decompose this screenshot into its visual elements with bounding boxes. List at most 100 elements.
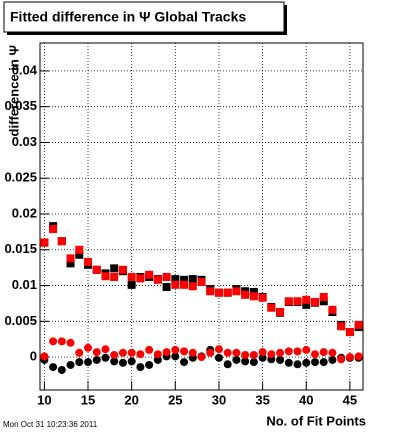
y-tick-label: 0.04 (12, 62, 38, 77)
y-axis-title: difference in Ψ (6, 45, 21, 136)
data-point (145, 270, 154, 279)
data-point (180, 358, 189, 367)
data-point (354, 320, 363, 329)
data-point (92, 348, 101, 357)
data-point (310, 358, 319, 367)
data-point (284, 297, 293, 306)
data-point (241, 350, 250, 359)
x-tick-label: 20 (124, 392, 138, 407)
data-point (127, 348, 136, 357)
data-point (57, 237, 66, 246)
data-point (66, 338, 75, 347)
data-point (293, 297, 302, 306)
data-point (328, 348, 337, 357)
data-point (127, 357, 136, 366)
data-point (337, 322, 346, 331)
data-point (136, 274, 145, 283)
data-point (49, 337, 58, 346)
data-point (249, 287, 258, 296)
data-point (223, 360, 232, 369)
data-point (319, 348, 328, 357)
y-tick-label: 0.025 (4, 170, 37, 185)
data-point (232, 287, 241, 296)
data-point (145, 345, 154, 354)
data-point (319, 292, 328, 301)
x-tick-label: 10 (37, 392, 51, 407)
data-point (354, 352, 363, 361)
data-point (110, 357, 119, 366)
data-point (110, 264, 119, 273)
data-point (145, 360, 154, 369)
data-point (162, 282, 171, 291)
y-tick-label: 0.015 (4, 241, 37, 256)
plot-frame (39, 42, 364, 391)
data-point (258, 353, 267, 362)
data-point (162, 272, 171, 281)
data-point (293, 347, 302, 356)
data-point (232, 355, 241, 364)
data-point (127, 280, 136, 289)
data-point (180, 347, 189, 356)
x-tick-label: 30 (212, 392, 226, 407)
x-tick-label: 40 (299, 392, 313, 407)
x-tick-label: 15 (81, 392, 95, 407)
y-tick-label: 0 (30, 349, 37, 364)
data-point (92, 265, 101, 274)
data-point (267, 303, 276, 312)
data-point (249, 292, 258, 301)
x-tick-label: 25 (168, 392, 182, 407)
data-point (319, 297, 328, 306)
data-point (40, 238, 49, 247)
data-point (293, 360, 302, 369)
data-point (328, 355, 337, 364)
data-point (180, 280, 189, 289)
data-point (171, 275, 180, 284)
data-point (232, 348, 241, 357)
data-point (188, 275, 197, 284)
data-point (101, 353, 110, 362)
data-point (188, 348, 197, 357)
x-tick-label: 35 (255, 392, 269, 407)
y-tick-label: 0.01 (12, 277, 37, 292)
data-point (319, 358, 328, 367)
data-point (206, 287, 215, 296)
data-point (302, 295, 311, 304)
data-point (118, 348, 127, 357)
data-point (153, 275, 162, 284)
data-point (249, 350, 258, 359)
data-point (223, 288, 232, 297)
data-point (276, 355, 285, 364)
data-point (302, 300, 311, 309)
data-point (40, 352, 49, 361)
data-point (92, 355, 101, 364)
data-point (345, 353, 354, 362)
data-point (75, 250, 84, 259)
data-point (206, 348, 215, 357)
data-point (214, 345, 223, 354)
y-tick-label: 0.005 (4, 313, 37, 328)
data-point (241, 357, 250, 366)
data-point (284, 358, 293, 367)
data-point (276, 308, 285, 317)
y-tick-label: 0.03 (12, 134, 37, 149)
data-point (84, 343, 93, 352)
data-point (118, 358, 127, 367)
data-point (75, 245, 84, 254)
data-point (258, 293, 267, 302)
data-point (101, 272, 110, 281)
data-point (249, 358, 258, 367)
data-point (310, 350, 319, 359)
data-point (214, 353, 223, 362)
data-point (75, 358, 84, 367)
data-point (118, 265, 127, 274)
data-point (171, 345, 180, 354)
data-point (328, 305, 337, 314)
data-point (197, 353, 206, 362)
data-point (337, 355, 346, 364)
data-point (188, 282, 197, 291)
data-point (180, 275, 189, 284)
data-point (267, 350, 276, 359)
data-point (197, 277, 206, 286)
data-point (110, 350, 119, 359)
